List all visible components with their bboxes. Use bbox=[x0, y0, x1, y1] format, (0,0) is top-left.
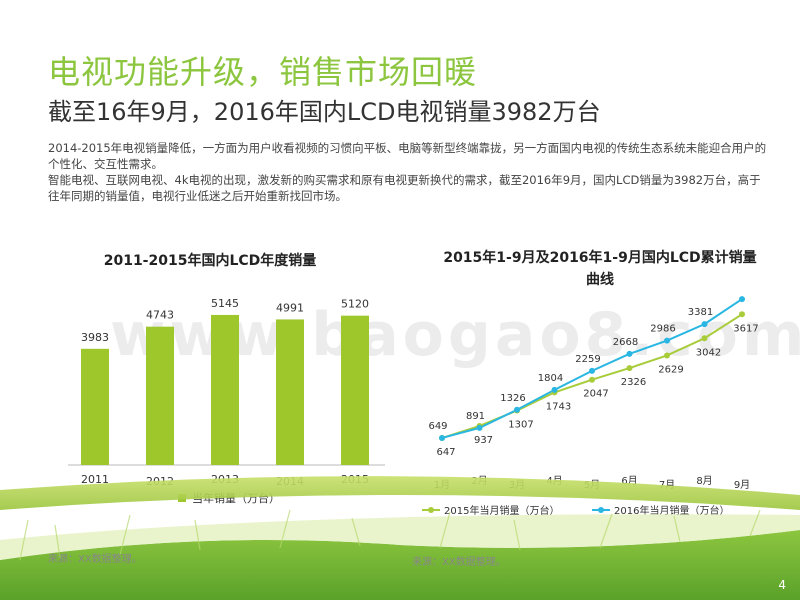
line-value-label: 2986 bbox=[650, 324, 675, 335]
line-series-2015 bbox=[441, 313, 743, 439]
slide-subtitle: 截至16年9月，2016年国内LCD电视销量3982万台 bbox=[48, 98, 601, 126]
bar-2015 bbox=[341, 315, 369, 465]
line-value-label: 1307 bbox=[508, 420, 533, 431]
line-point bbox=[589, 376, 595, 383]
grass-decoration bbox=[0, 476, 800, 600]
line-tick-label: 9月 bbox=[734, 479, 750, 491]
line-value-label: 649 bbox=[428, 421, 447, 432]
paragraph-2: 智能电视、互联网电视、4k电视的出现，激发新的购买需求和原有电视更新换代的需求，… bbox=[48, 173, 761, 203]
line-point bbox=[589, 367, 595, 374]
bar-2012 bbox=[146, 326, 174, 465]
line-legend-marker bbox=[428, 507, 434, 513]
paragraph-1: 2014-2015年电视销量降低，一方面为用户收看视频的习惯向平板、电脑等新型终… bbox=[48, 141, 767, 171]
bar-2011 bbox=[81, 348, 109, 465]
bar-value-label: 5145 bbox=[211, 297, 239, 310]
line-point bbox=[664, 352, 670, 359]
bar-chart-title: 2011-2015年国内LCD年度销量 bbox=[103, 253, 317, 269]
line-point bbox=[701, 335, 708, 342]
line-value-label: 1326 bbox=[500, 393, 525, 404]
bar-value-label: 4743 bbox=[146, 309, 174, 322]
bar-value-label: 5120 bbox=[341, 298, 369, 311]
slide-title: 电视功能升级，销售市场回暖 bbox=[48, 53, 478, 91]
bar-value-label: 4991 bbox=[276, 301, 304, 314]
line-point bbox=[439, 434, 445, 441]
page-number: 4 bbox=[778, 578, 786, 592]
bar-tick-label: 2011 bbox=[81, 473, 109, 486]
line-point bbox=[739, 311, 745, 318]
line-tick-label: 8月 bbox=[696, 475, 712, 487]
line-value-label: 1743 bbox=[546, 401, 571, 412]
line-point bbox=[514, 406, 520, 413]
line-point bbox=[664, 337, 670, 344]
line-value-label: 891 bbox=[466, 411, 485, 422]
bar-value-label: 3983 bbox=[81, 331, 109, 344]
line-value-label: 647 bbox=[436, 447, 455, 458]
line-value-label: 3617 bbox=[733, 323, 758, 334]
line-point bbox=[626, 365, 633, 372]
bar-2014 bbox=[276, 319, 304, 465]
line-chart-title: 2015年1-9月及2016年1-9月国内LCD累计销量曲线 bbox=[443, 250, 757, 288]
line-value-label: 2326 bbox=[621, 377, 646, 388]
line-point bbox=[701, 321, 708, 328]
line-value-label: 3042 bbox=[696, 347, 721, 358]
line-value-label: 3982 bbox=[725, 290, 750, 293]
line-value-label: 937 bbox=[474, 435, 493, 446]
line-value-label: 2668 bbox=[613, 337, 638, 348]
source-note-left: 来源：XX数据整理。 bbox=[48, 554, 142, 565]
line-value-label: 3381 bbox=[688, 307, 713, 318]
line-point bbox=[739, 296, 745, 303]
line-legend-marker bbox=[598, 507, 604, 513]
line-legend-label: 2016年当月销量（万台） bbox=[614, 504, 729, 517]
description-paragraphs: 2014-2015年电视销量降低，一方面为用户收看视频的习惯向平板、电脑等新型终… bbox=[48, 140, 768, 204]
line-legend-label: 2015年当月销量（万台） bbox=[444, 504, 559, 517]
line-point bbox=[626, 350, 633, 357]
line-value-label: 2259 bbox=[575, 354, 600, 365]
line-value-label: 2047 bbox=[583, 389, 608, 400]
source-note-right: 来源：XX数据整理。 bbox=[412, 557, 506, 568]
line-point bbox=[476, 424, 483, 431]
line-value-label: 1804 bbox=[538, 373, 563, 384]
bar-2013 bbox=[211, 314, 239, 465]
line-value-label: 2629 bbox=[658, 364, 683, 375]
line-point bbox=[551, 386, 558, 393]
